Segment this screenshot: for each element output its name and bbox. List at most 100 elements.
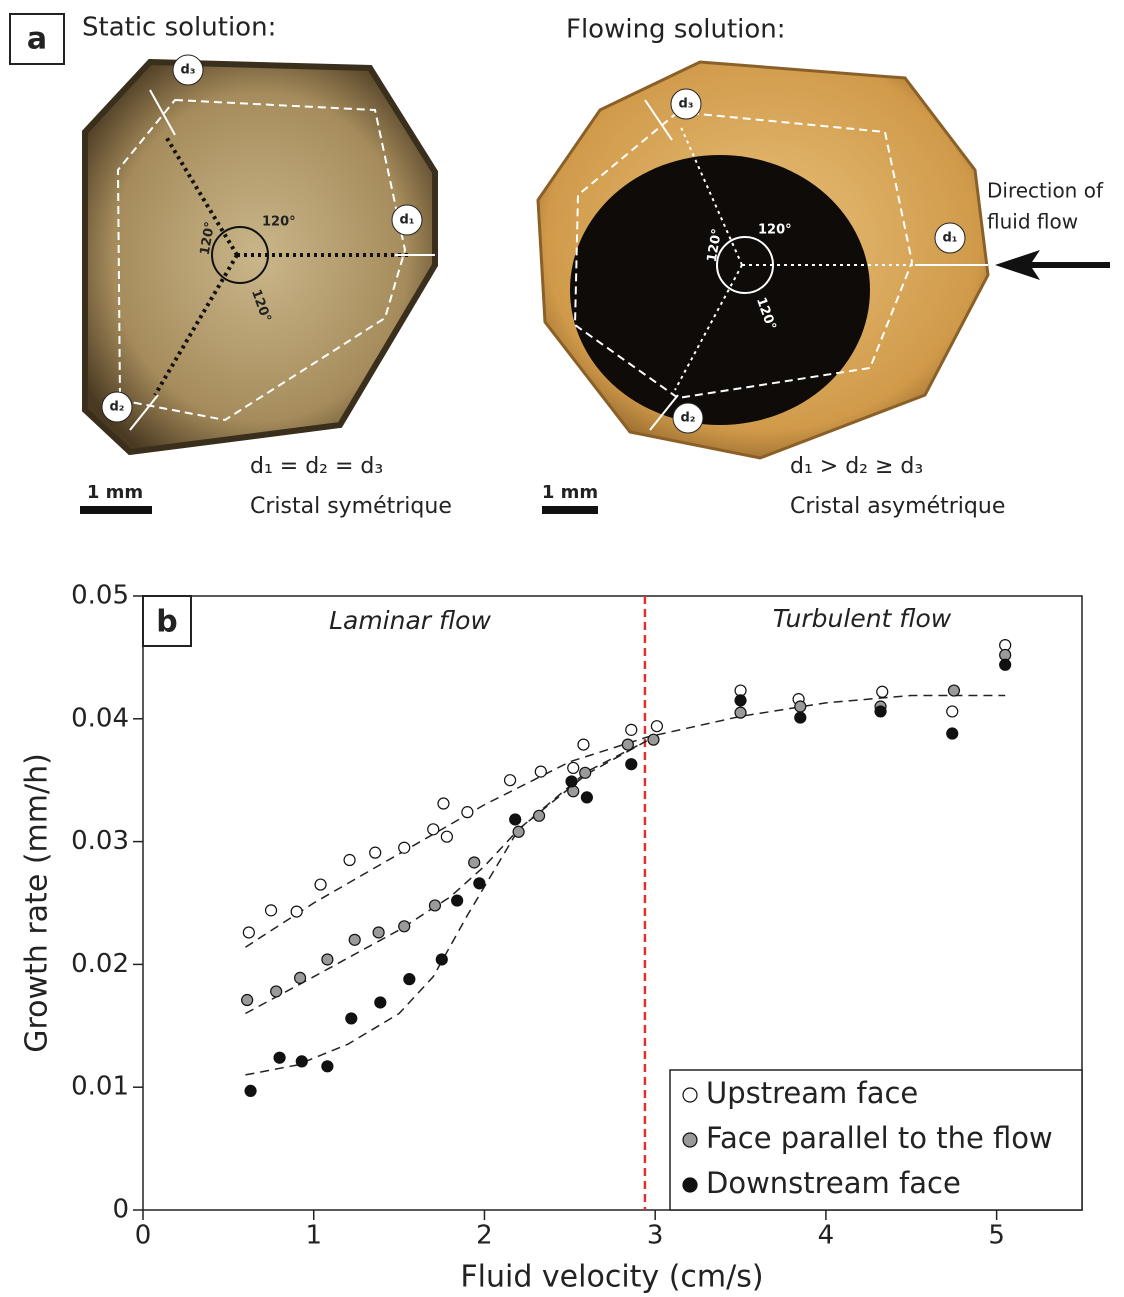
- data-point: [625, 723, 638, 736]
- data-point: [270, 985, 283, 998]
- panel-title: Static solution:: [82, 13, 276, 43]
- d-label: d₂: [110, 400, 125, 415]
- data-point: [241, 993, 254, 1007]
- data-point: [345, 1012, 358, 1025]
- data-point: [398, 920, 411, 933]
- data-point: [532, 809, 546, 822]
- plot-frame: [142, 595, 1083, 1211]
- panel-label-box: [142, 595, 192, 647]
- data-point: [403, 973, 416, 986]
- d-label: d₃: [181, 63, 196, 78]
- angle-arc: [716, 236, 774, 294]
- x-tick-label: 0: [135, 1221, 152, 1251]
- data-point: [348, 933, 361, 946]
- legend-label: Face parallel to the flow: [706, 1121, 1053, 1155]
- data-point: [647, 733, 660, 746]
- d-label: d₁: [943, 231, 958, 246]
- growth-outline: [116, 98, 407, 422]
- y-tick-label: 0: [112, 1195, 129, 1225]
- data-point: [461, 806, 474, 819]
- trend-line: [245, 694, 1006, 948]
- data-point: [473, 877, 486, 890]
- data-point: [398, 841, 411, 854]
- data-point: [509, 813, 522, 826]
- annotation: Laminar flow: [329, 606, 491, 635]
- data-point: [512, 825, 525, 838]
- data-point: [734, 694, 747, 707]
- data-point: [273, 1051, 286, 1064]
- relation: d₁ = d₂ = d₃: [250, 454, 383, 479]
- trend-line: [245, 740, 648, 1015]
- data-point: [437, 797, 450, 810]
- data-point: [946, 705, 959, 718]
- data-point: [244, 1084, 257, 1097]
- data-point: [314, 878, 327, 891]
- y-tick-label: 0.01: [71, 1072, 129, 1102]
- data-point: [374, 996, 387, 1009]
- growth-outline: [573, 110, 914, 400]
- data-point: [876, 685, 889, 698]
- x-tick-label: 3: [647, 1221, 664, 1251]
- data-point: [372, 926, 385, 939]
- d-label: d₃: [679, 97, 694, 112]
- x-tick-label: 5: [988, 1221, 1005, 1251]
- d-label: d₂: [681, 411, 696, 426]
- data-point: [427, 823, 440, 836]
- legend-marker: [682, 1087, 698, 1103]
- flow-label: fluid flow: [987, 210, 1078, 234]
- legend-marker: [682, 1132, 698, 1148]
- scale-label: 1 mm: [87, 482, 143, 503]
- data-point: [874, 705, 887, 718]
- data-point: [321, 953, 334, 966]
- data-point: [947, 684, 961, 697]
- panel-title: Flowing solution:: [566, 15, 786, 45]
- x-axis-label: Fluid velocity (cm/s): [460, 1260, 763, 1295]
- angle-label: 120°: [705, 228, 726, 264]
- legend-label: Downstream face: [706, 1166, 961, 1200]
- data-point: [534, 765, 547, 778]
- data-point: [503, 774, 517, 787]
- data-point: [579, 766, 592, 779]
- data-point: [565, 775, 578, 788]
- caption: Cristal symétrique: [250, 494, 452, 519]
- axes-dotted: [674, 124, 915, 391]
- angle-arc: [211, 226, 269, 284]
- annotation: Turbulent flow: [773, 604, 952, 633]
- trend-line: [245, 740, 647, 1076]
- relation: d₁ > d₂ ≥ d₃: [790, 454, 923, 479]
- data-point: [293, 971, 307, 985]
- data-point: [567, 761, 580, 775]
- x-tick-label: 1: [305, 1221, 322, 1251]
- y-tick-label: 0.05: [71, 581, 129, 611]
- y-axis-label: Growth rate (mm/h): [20, 753, 55, 1053]
- legend-marker: [682, 1177, 698, 1193]
- data-point: [242, 926, 255, 939]
- data-point: [580, 791, 593, 804]
- data-point: [428, 899, 442, 912]
- data-point: [999, 658, 1012, 671]
- data-point: [946, 727, 959, 740]
- data-point: [468, 856, 481, 869]
- x-tick-label: 2: [476, 1221, 493, 1251]
- data-point: [295, 1055, 308, 1068]
- data-point: [650, 720, 663, 733]
- data-point: [321, 1060, 334, 1073]
- data-point: [577, 738, 590, 751]
- angle-label: 120°: [758, 223, 792, 238]
- data-point: [451, 894, 464, 907]
- data-point: [264, 904, 278, 917]
- data-point: [343, 853, 356, 867]
- legend-box: [669, 1069, 1083, 1211]
- d-label: d₁: [400, 213, 415, 228]
- data-point: [734, 706, 747, 719]
- data-point: [794, 711, 807, 724]
- y-tick-label: 0.02: [71, 949, 129, 979]
- flow-label: Direction of: [987, 179, 1104, 203]
- x-tick-label: 4: [818, 1221, 835, 1251]
- legend-label: Upstream face: [706, 1076, 918, 1110]
- data-point: [621, 738, 634, 751]
- y-tick-label: 0.04: [71, 703, 129, 733]
- data-point: [369, 846, 382, 859]
- data-point: [435, 953, 448, 966]
